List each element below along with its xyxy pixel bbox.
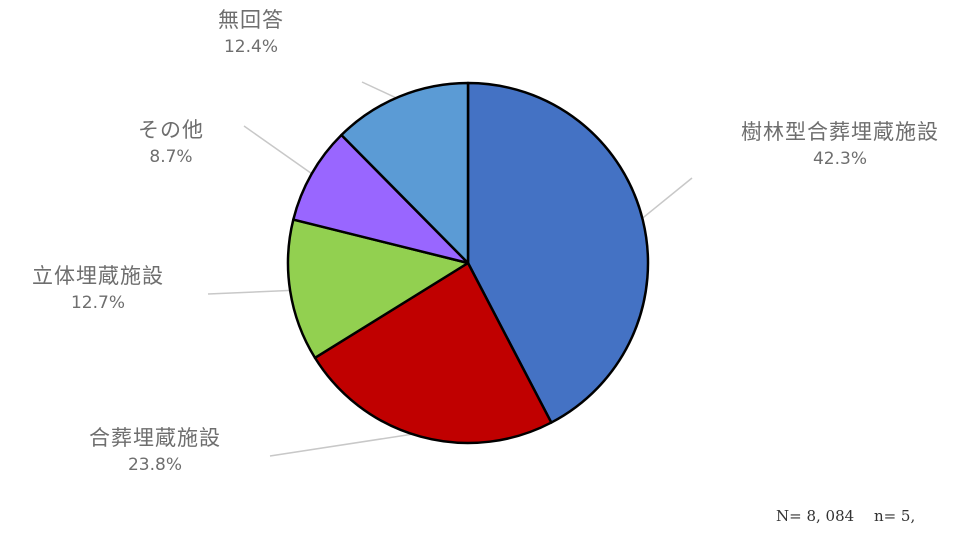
slice-percent: 8.7% bbox=[149, 147, 193, 167]
slice-label-mukaitou: 無回答 12.4% bbox=[176, 6, 326, 60]
slice-percent: 23.8% bbox=[127, 455, 182, 475]
pie-slice bbox=[313, 261, 553, 445]
pie-slices bbox=[286, 81, 650, 445]
sample-size-note: N= 8, 084 n= 5, bbox=[776, 507, 916, 525]
slice-label-rittai: 立体埋蔵施設 12.7% bbox=[0, 262, 196, 316]
leader-line bbox=[269, 432, 422, 457]
pie-slice bbox=[466, 81, 650, 424]
slice-percent: 12.4% bbox=[223, 37, 278, 57]
leader-line bbox=[361, 81, 402, 101]
leader-line bbox=[638, 177, 693, 222]
pie-slice bbox=[340, 81, 470, 265]
pie-slice bbox=[292, 133, 470, 265]
slice-label-gassou: 合葬埋蔵施設 23.8% bbox=[40, 424, 270, 478]
slice-label-jurin-gassou: 樹林型合葬埋蔵施設 42.3% bbox=[700, 118, 958, 172]
slice-percent: 42.3% bbox=[812, 149, 867, 169]
slice-name: 樹林型合葬埋蔵施設 bbox=[741, 120, 939, 144]
slice-name: 無回答 bbox=[218, 8, 284, 32]
pie-slice bbox=[286, 218, 470, 360]
leader-line bbox=[243, 125, 316, 177]
slice-name: 合葬埋蔵施設 bbox=[89, 426, 221, 450]
slice-name: その他 bbox=[138, 118, 204, 142]
leader-line bbox=[207, 289, 295, 295]
slice-percent: 12.7% bbox=[70, 293, 125, 313]
slice-name: 立体埋蔵施設 bbox=[32, 264, 164, 288]
slice-label-sonota: その他 8.7% bbox=[96, 116, 246, 170]
leader-lines bbox=[207, 81, 693, 457]
